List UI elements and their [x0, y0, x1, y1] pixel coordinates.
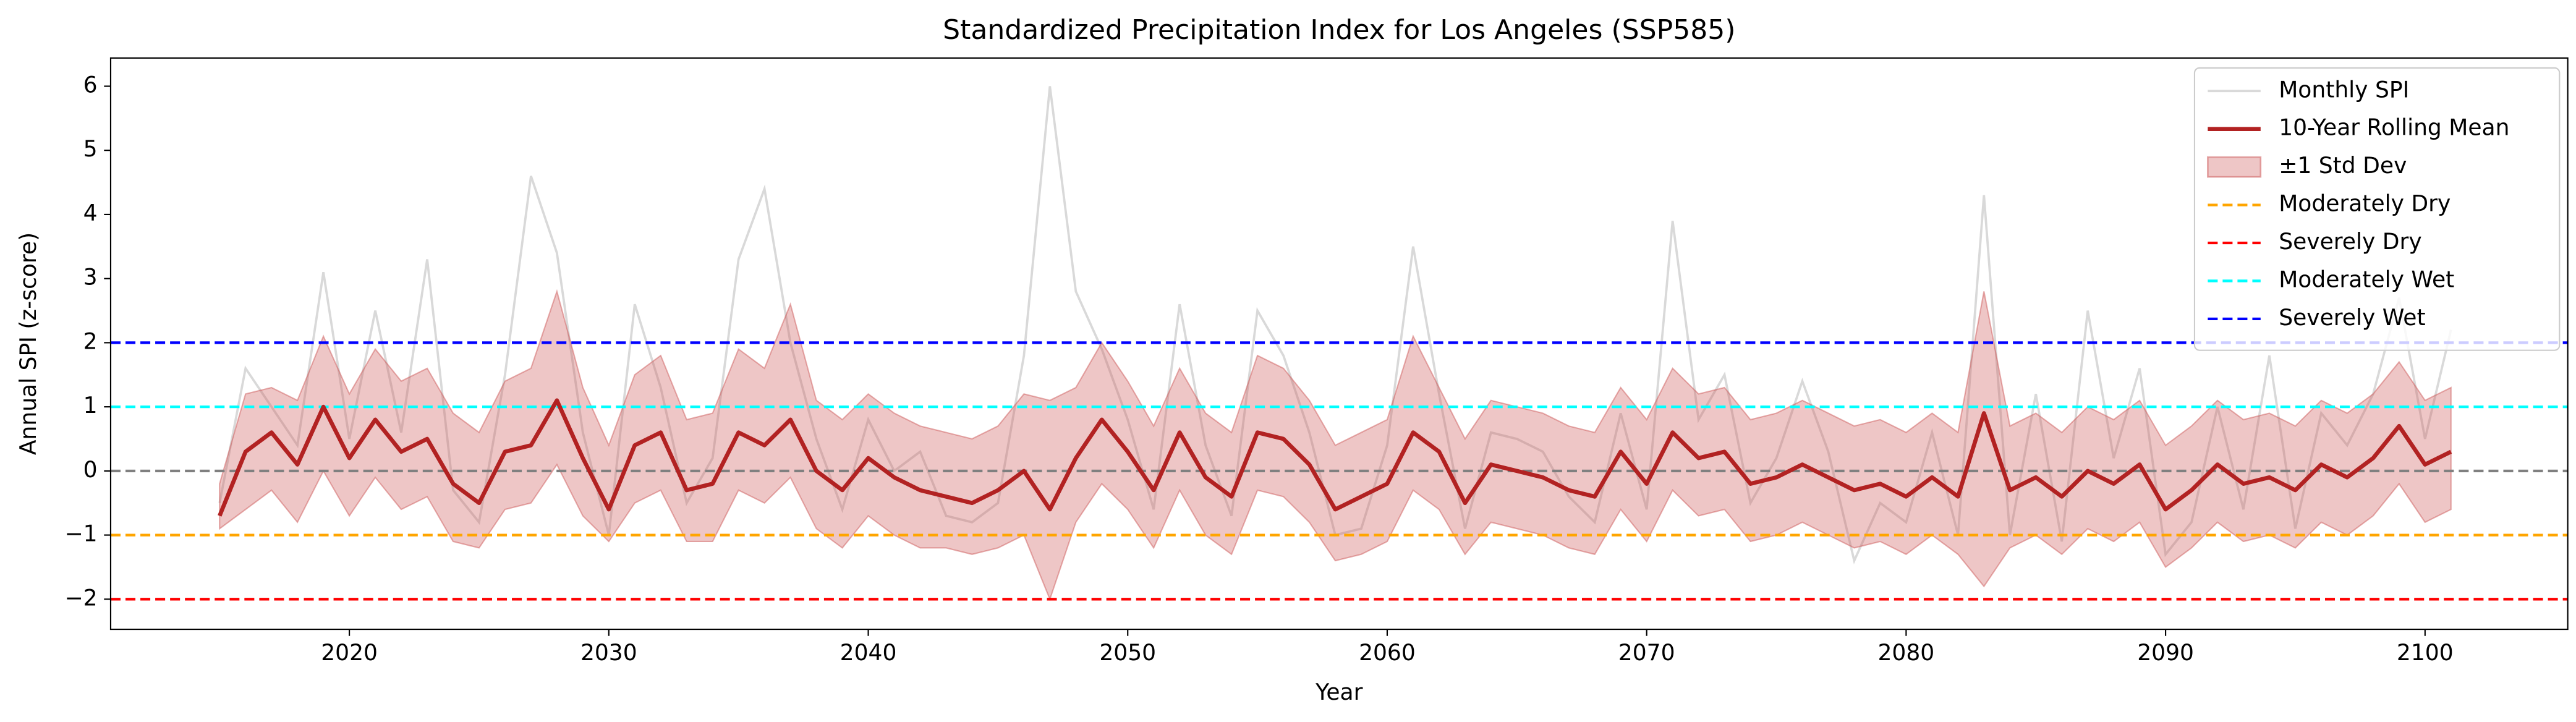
x-tick-label: 2100	[2397, 640, 2454, 666]
plot-area	[110, 86, 2568, 601]
y-axis-label: Annual SPI (z-score)	[15, 232, 41, 455]
y-tick-label: −1	[64, 521, 97, 547]
legend-label: Moderately Wet	[2279, 266, 2454, 292]
x-tick-label: 2040	[840, 640, 897, 666]
x-tick-label: 2070	[1618, 640, 1675, 666]
y-tick-label: 6	[83, 72, 98, 98]
axes-frame	[109, 57, 2569, 631]
x-tick-label: 2060	[1359, 640, 1416, 666]
legend-label: 10-Year Rolling Mean	[2279, 115, 2509, 141]
legend-label: Moderately Dry	[2279, 191, 2451, 217]
std-band	[219, 289, 2452, 601]
y-tick-label: 3	[83, 265, 98, 291]
x-axis-label: Year	[1315, 679, 1362, 705]
x-tick-label: 2090	[2137, 640, 2194, 666]
legend-label: ±1 Std Dev	[2279, 153, 2407, 179]
x-tick-label: 2030	[580, 640, 637, 666]
y-tick-label: 2	[83, 328, 98, 354]
legend-label: Severely Wet	[2279, 305, 2425, 331]
chart-title: Standardized Precipitation Index for Los…	[943, 14, 1735, 46]
y-tick-label: 5	[83, 136, 98, 162]
y-tick-label: −2	[64, 585, 97, 611]
x-tick-label: 2050	[1099, 640, 1156, 666]
y-tick-label: 1	[83, 393, 98, 418]
y-tick-label: 4	[83, 200, 98, 226]
legend-label: Severely Dry	[2279, 229, 2421, 255]
legend-box	[2193, 67, 2561, 351]
x-tick-label: 2020	[321, 640, 378, 666]
legend-swatch	[2206, 156, 2262, 178]
rolling-mean-line	[218, 398, 2452, 517]
x-tick-label: 2080	[1878, 640, 1935, 666]
legend-label: Monthly SPI	[2279, 77, 2409, 103]
y-tick-label: 0	[83, 457, 98, 483]
